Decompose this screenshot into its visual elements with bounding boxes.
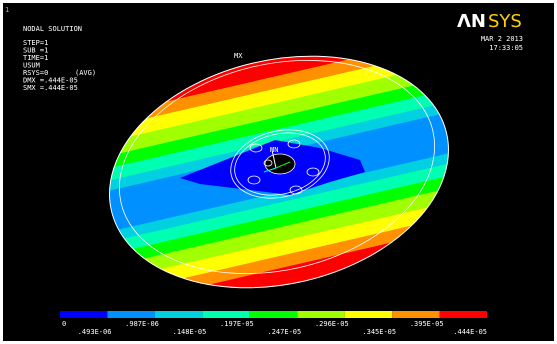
legend-swatch (250, 311, 297, 318)
title: NODAL SOLUTION (23, 25, 82, 33)
legend-swatch (440, 311, 487, 318)
window-number: 1 (5, 6, 9, 14)
legend-label: .296E-05 (315, 320, 349, 328)
legend-label: .247E-05 (268, 328, 302, 336)
date: MAR 2 2013 (481, 35, 523, 43)
legend-swatch (202, 311, 249, 318)
legend-label: .395E-05 (410, 320, 444, 328)
legend-swatch (392, 311, 439, 318)
legend-label: 0 (62, 320, 66, 328)
min-label: MN (270, 146, 278, 154)
legend-label: .987E-06 (125, 320, 159, 328)
max-label: MX (234, 52, 243, 60)
legend-label: .493E-06 (78, 328, 112, 336)
legend-label: .197E-05 (220, 320, 254, 328)
info-line: SMX =.444E-05 (23, 84, 78, 92)
legend-swatch (297, 311, 344, 318)
legend-label: .345E-05 (362, 328, 396, 336)
logo-right: SYS (488, 11, 522, 32)
avg-label: (AVG) (75, 69, 96, 77)
legend-swatch (155, 311, 202, 318)
logo-left: ΛN (457, 11, 486, 32)
legend-swatch (345, 311, 392, 318)
legend-label: .148E-05 (173, 328, 207, 336)
legend-swatch (107, 311, 154, 318)
time: 17:33:05 (489, 44, 523, 52)
screen: 1 NODAL SOLUTION STEP=1SUB =1TIME=1USUMR… (0, 0, 557, 344)
legend-label: .444E-05 (453, 328, 487, 336)
legend-swatch (60, 311, 107, 318)
